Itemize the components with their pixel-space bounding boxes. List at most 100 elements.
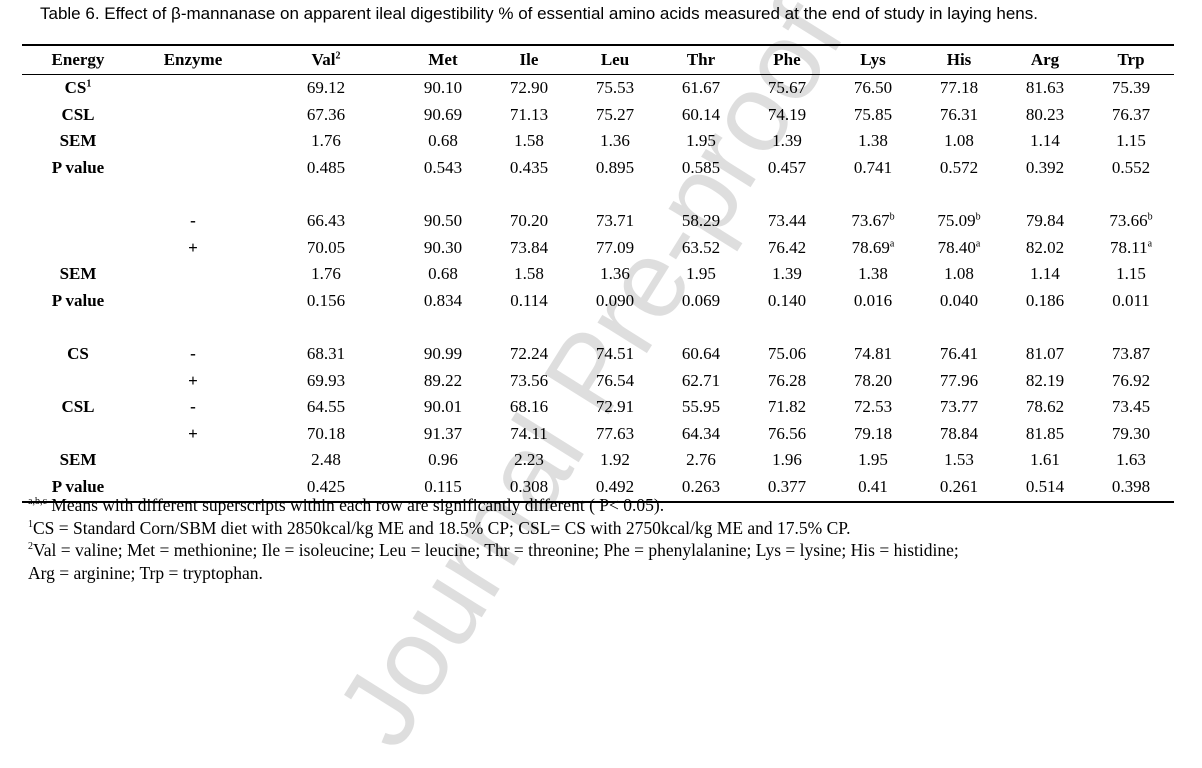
value-text: 70.20 <box>509 210 549 230</box>
value-cell: 1.58 <box>486 261 572 288</box>
value-text: 0.514 <box>1025 476 1065 496</box>
value-cell: 0.308 <box>486 474 572 502</box>
value-cell: 55.95 <box>658 394 744 421</box>
value-text: 0.552 <box>1111 157 1151 177</box>
header-enzyme: Enzyme <box>163 50 223 69</box>
value-text: 1.08 <box>944 264 974 284</box>
value-text: 0.114 <box>510 290 548 310</box>
value-text: 72.90 <box>509 78 549 97</box>
value-cell: 1.53 <box>916 447 1002 474</box>
value-text: 1.36 <box>600 131 630 151</box>
value-text: 67.36 <box>306 104 346 124</box>
header-arg: Arg <box>1030 50 1060 69</box>
value-cell: 73.44 <box>744 208 830 235</box>
header-leu: Leu <box>600 50 630 69</box>
value-text: 75.67 <box>767 78 807 97</box>
enzyme-cell: + <box>188 370 198 390</box>
value-cell: 1.15 <box>1088 128 1174 155</box>
value-cell: 2.48 <box>252 447 400 474</box>
value-text: 1.95 <box>686 131 716 151</box>
header-ile: Ile <box>519 50 539 69</box>
value-text: 73.56 <box>509 370 549 390</box>
significance-superscript: b <box>1147 211 1153 223</box>
value-text: 1.14 <box>1030 131 1060 151</box>
value-cell: 1.08 <box>916 261 1002 288</box>
value-text: 1.76 <box>311 131 341 151</box>
row-label-text: P value <box>51 290 105 310</box>
row-label-text: P value <box>51 476 105 496</box>
significance-superscript: a <box>1147 237 1153 249</box>
value-text: 68.31 <box>306 343 346 363</box>
enzyme-cell: - <box>190 397 196 417</box>
value-cell: 2.76 <box>658 447 744 474</box>
value-text: 71.13 <box>509 104 549 124</box>
table-body: CS1 69.12 90.10 72.90 75.53 61.67 75.67 76.50 77… <box>22 75 1174 502</box>
value-cell: 0.263 <box>658 474 744 502</box>
enzyme-cell <box>134 261 252 288</box>
value-text: 79.84 <box>1025 210 1065 230</box>
value-cell: 72.91 <box>572 394 658 421</box>
value-cell: 1.36 <box>572 128 658 155</box>
value-cell: 0.834 <box>400 288 486 315</box>
value-text: 2.76 <box>686 450 716 470</box>
value-cell: 78.84 <box>916 421 1002 448</box>
value-cell: 91.37 <box>400 421 486 448</box>
value-cell: 90.69 <box>400 102 486 129</box>
value-text: 1.38 <box>858 131 888 151</box>
value-cell: 72.90 <box>486 75 572 102</box>
value-cell: 74.11 <box>486 421 572 448</box>
value-cell: 64.55 <box>252 394 400 421</box>
value-text: 0.435 <box>509 157 549 177</box>
value-cell: 1.38 <box>830 261 916 288</box>
value-text: 81.85 <box>1025 423 1065 443</box>
value-cell: 72.53 <box>830 394 916 421</box>
value-cell: 1.63 <box>1088 447 1174 474</box>
row-label-text: SEM <box>59 264 97 284</box>
value-cell: 1.36 <box>572 261 658 288</box>
value-text: 1.95 <box>858 450 888 470</box>
value-cell: 76.56 <box>744 421 830 448</box>
value-cell: 73.84 <box>486 235 572 262</box>
value-text: 74.11 <box>510 423 548 443</box>
header-row: Energy Enzyme Val2 Met Ile Leu Thr Phe L… <box>22 45 1174 75</box>
value-text: 90.10 <box>423 78 463 97</box>
value-cell: 0.398 <box>1088 474 1174 502</box>
value-cell: 58.29 <box>658 208 744 235</box>
value-text: 55.95 <box>681 397 721 417</box>
enzyme-cell: - <box>190 210 196 230</box>
value-text: 77.63 <box>595 423 635 443</box>
value-text: 74.19 <box>767 104 807 124</box>
value-text: 0.186 <box>1025 290 1065 310</box>
value-text: 73.44 <box>767 210 807 230</box>
value-text: 89.22 <box>423 370 463 390</box>
value-text: 76.92 <box>1111 370 1151 390</box>
row-label-text: CS <box>64 78 87 97</box>
value-cell: 75.85 <box>830 102 916 129</box>
value-text: 76.31 <box>939 104 979 124</box>
footnote-significance-text: Means with different superscripts within… <box>46 495 665 515</box>
value-cell: 61.67 <box>658 75 744 102</box>
value-cell: 62.71 <box>658 368 744 395</box>
value-text: 0.68 <box>428 131 458 151</box>
enzyme-cell <box>134 102 252 129</box>
spacer-row <box>22 314 1174 341</box>
value-cell: 77.09 <box>572 235 658 262</box>
value-text: 78.69 <box>851 237 890 257</box>
value-text: 0.895 <box>595 157 635 177</box>
amino-acid-table: Energy Enzyme Val2 Met Ile Leu Thr Phe L… <box>22 44 1174 503</box>
value-text: 81.07 <box>1025 343 1065 363</box>
value-cell: 89.22 <box>400 368 486 395</box>
enzyme-cell <box>134 128 252 155</box>
value-cell: 70.20 <box>486 208 572 235</box>
value-cell: 0.069 <box>658 288 744 315</box>
value-cell: 75.67 <box>744 75 830 102</box>
value-cell: 74.81 <box>830 341 916 368</box>
value-text: 0.425 <box>306 476 346 496</box>
value-cell: 69.12 <box>252 75 400 102</box>
table-row: SEM 1.76 0.68 1.58 1.36 1.95 1.39 1.38 1.08 1.14 1… <box>22 128 1174 155</box>
footnote-abbreviations-mark: 2 <box>28 541 33 553</box>
value-text: 73.84 <box>509 237 549 257</box>
spacer-cell <box>22 181 1174 208</box>
enzyme-cell <box>134 288 252 315</box>
value-text: 0.485 <box>306 157 346 177</box>
